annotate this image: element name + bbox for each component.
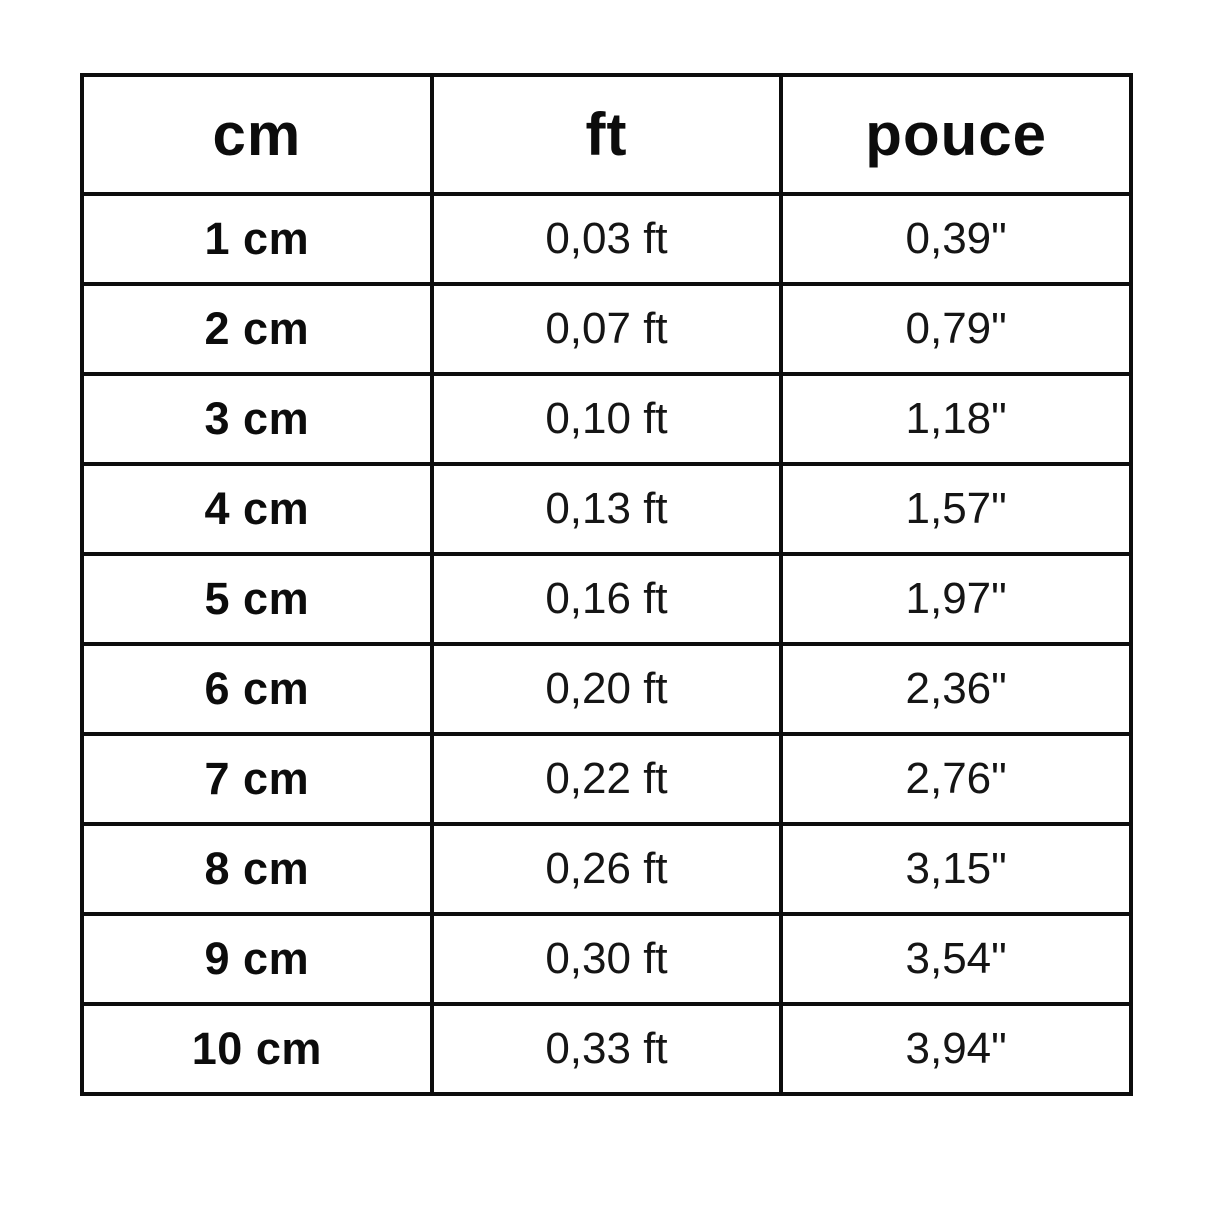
table-cell-pouce: 1,18" [779,372,1133,466]
table-row: 7 cm 0,22 ft 2,76" [80,732,1133,826]
table-cell-ft: 0,22 ft [429,732,784,826]
table-cell-pouce: 2,76" [779,732,1133,826]
table-row: 9 cm 0,30 ft 3,54" [80,912,1133,1006]
column-header-pouce: pouce [779,73,1133,196]
table-cell-ft: 0,16 ft [429,552,784,646]
table-cell-cm: 1 cm [80,192,434,286]
conversion-table: cm ft pouce 1 cm 0,03 ft 0,39" 2 cm 0,07… [80,73,1133,1096]
table-cell-pouce: 1,57" [779,462,1133,556]
table-cell-cm: 2 cm [80,282,434,376]
table-cell-cm: 6 cm [80,642,434,736]
table-cell-cm: 5 cm [80,552,434,646]
table-row: 10 cm 0,33 ft 3,94" [80,1002,1133,1096]
table-header-row: cm ft pouce [80,73,1133,196]
table-cell-ft: 0,30 ft [429,912,784,1006]
table-row: 3 cm 0,10 ft 1,18" [80,372,1133,466]
table-cell-pouce: 0,79" [779,282,1133,376]
table-cell-pouce: 3,15" [779,822,1133,916]
table-cell-ft: 0,20 ft [429,642,784,736]
table-cell-ft: 0,07 ft [429,282,784,376]
table-cell-ft: 0,10 ft [429,372,784,466]
table-row: 8 cm 0,26 ft 3,15" [80,822,1133,916]
table-row: 1 cm 0,03 ft 0,39" [80,192,1133,286]
table-row: 2 cm 0,07 ft 0,79" [80,282,1133,376]
table-cell-cm: 10 cm [80,1002,434,1096]
table-row: 6 cm 0,20 ft 2,36" [80,642,1133,736]
table-cell-pouce: 3,94" [779,1002,1133,1096]
table-cell-pouce: 2,36" [779,642,1133,736]
table-cell-pouce: 1,97" [779,552,1133,646]
column-header-ft: ft [429,73,784,196]
table-cell-cm: 3 cm [80,372,434,466]
table-cell-cm: 9 cm [80,912,434,1006]
table-cell-ft: 0,03 ft [429,192,784,286]
table-cell-ft: 0,26 ft [429,822,784,916]
table-cell-pouce: 0,39" [779,192,1133,286]
table-cell-cm: 8 cm [80,822,434,916]
table-cell-ft: 0,13 ft [429,462,784,556]
table-cell-cm: 4 cm [80,462,434,556]
table-cell-pouce: 3,54" [779,912,1133,1006]
column-header-cm: cm [80,73,434,196]
table-cell-cm: 7 cm [80,732,434,826]
table-row: 5 cm 0,16 ft 1,97" [80,552,1133,646]
table-row: 4 cm 0,13 ft 1,57" [80,462,1133,556]
table-cell-ft: 0,33 ft [429,1002,784,1096]
